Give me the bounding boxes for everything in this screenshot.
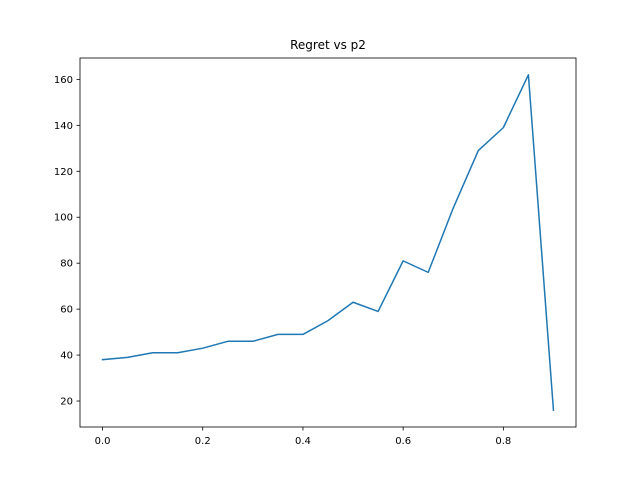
y-tick-label: 120 <box>54 167 73 178</box>
x-tick-label: 0.6 <box>395 436 411 447</box>
plot-area <box>101 74 555 412</box>
x-axis: 0.0 0.2 0.4 0.6 0.8 <box>95 427 511 447</box>
plot-frame <box>79 57 577 428</box>
x-tick-label: 0.4 <box>295 436 311 447</box>
y-tick-label: 40 <box>60 351 73 362</box>
y-tick-label: 140 <box>54 121 73 132</box>
y-tick-label: 60 <box>60 305 73 316</box>
y-tick-label: 100 <box>54 213 73 224</box>
y-tick-label: 20 <box>60 397 73 408</box>
x-tick-label: 0.2 <box>195 436 211 447</box>
chart-title: Regret vs p2 <box>290 38 366 52</box>
y-tick-label: 160 <box>54 75 73 86</box>
y-tick-label: 80 <box>60 259 73 270</box>
y-axis: 20 40 60 80 100 120 140 160 <box>54 75 80 408</box>
series-line <box>101 74 555 412</box>
x-tick-label: 0.8 <box>495 436 511 447</box>
x-tick-label: 0.0 <box>95 436 111 447</box>
